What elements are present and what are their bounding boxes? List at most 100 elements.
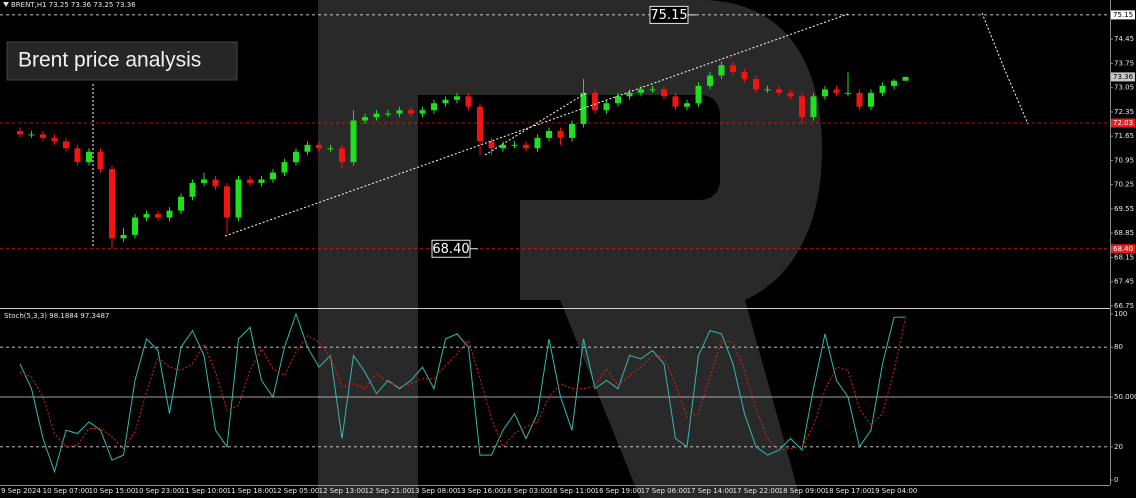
x-tick-label: 17 Sep 22:00 <box>733 487 780 495</box>
candle-body <box>385 113 391 115</box>
candle-body <box>74 148 81 163</box>
candle-body <box>373 113 380 118</box>
candle-body <box>465 96 472 107</box>
candle-body <box>339 148 345 163</box>
y-tick-label: 50.000 <box>1114 393 1136 401</box>
y-tick-label: 73.75 <box>1114 59 1134 67</box>
annotation-label: 68.40 <box>432 242 469 257</box>
candle-body <box>51 137 58 142</box>
candle-body <box>753 78 759 90</box>
chart-title: BRENT,H1 73.25 73.36 73.25 73.36 <box>11 1 136 9</box>
y-tick-label: 69.55 <box>1114 205 1134 213</box>
x-tick-label: 18 Sep 09:00 <box>779 487 826 495</box>
candle-body <box>799 96 805 118</box>
candle-body <box>615 96 621 104</box>
candle-body <box>327 148 334 150</box>
x-tick-label: 10 Sep 15:00 <box>89 487 136 495</box>
candle-body <box>155 214 161 218</box>
candle-body <box>511 144 518 146</box>
x-tick-label: 19 Sep 04:00 <box>871 487 918 495</box>
candle-body <box>833 89 840 93</box>
y-tick-label: 74.45 <box>1114 35 1134 43</box>
candle-body <box>350 120 357 163</box>
candle-body <box>649 89 656 91</box>
x-tick-label: 17 Sep 06:00 <box>641 487 688 495</box>
candle-body <box>454 96 460 100</box>
trend-lines <box>92 12 1029 246</box>
y-tick-label: 66.75 <box>1114 302 1134 310</box>
candle-body <box>787 92 794 97</box>
y-tick-label: 72.35 <box>1114 108 1134 116</box>
x-tick-label: 12 Sep 13:00 <box>319 487 366 495</box>
level-tag-label: 68.40 <box>1113 245 1133 253</box>
overlay: 75.15 72.03 68.40 73.36 75.15 68.40 <box>431 5 1135 258</box>
candle-body <box>17 130 23 135</box>
candle-body <box>224 186 230 218</box>
candle-body <box>201 179 207 183</box>
candle-body <box>534 137 541 149</box>
candle-body <box>63 141 69 149</box>
candle-body <box>442 99 449 104</box>
level-tag-label: 75.15 <box>1113 11 1133 19</box>
candle-body <box>362 117 368 121</box>
x-tick-label: 10 Sep 07:00 <box>43 487 90 495</box>
y-tick-label: 70.95 <box>1114 156 1134 164</box>
y-tick-label: 67.45 <box>1114 278 1134 286</box>
y-tick-label: 100 <box>1114 310 1127 318</box>
candle-body <box>396 110 403 114</box>
menu-icon[interactable] <box>3 2 9 7</box>
candle-body <box>557 130 564 138</box>
last-price-tag <box>1111 72 1135 82</box>
y-tick-label: 73.05 <box>1114 84 1134 92</box>
candle-body <box>477 106 483 142</box>
x-tick-label: 17 Sep 14:00 <box>687 487 734 495</box>
candle-body <box>431 103 437 111</box>
candle-body <box>109 169 115 239</box>
candle-body <box>120 234 127 239</box>
indicator-line <box>19 312 906 474</box>
candle-body <box>707 75 713 86</box>
x-tick-label: 12 Sep 05:00 <box>273 487 320 495</box>
trend-line <box>981 12 1005 69</box>
candle-body <box>408 110 414 114</box>
level-tag <box>1111 244 1135 254</box>
candle-body <box>569 124 575 138</box>
candle-body <box>776 89 782 93</box>
candle-body <box>258 179 265 183</box>
candle-body <box>304 144 311 152</box>
subtitle: Brent price analysis <box>18 49 201 72</box>
level-tag <box>1111 118 1135 128</box>
level-tag <box>1111 10 1135 20</box>
level-tag-label: 72.03 <box>1113 119 1133 127</box>
candle-body <box>810 96 817 118</box>
candle-body <box>235 179 242 218</box>
candle-body <box>672 96 679 107</box>
y-tick-label: 68.15 <box>1114 253 1134 261</box>
candle-body <box>684 103 690 107</box>
x-tick-label: 16 Sep 19:00 <box>595 487 642 495</box>
indicator-line <box>19 318 906 451</box>
y-tick-label: 20 <box>1114 443 1123 451</box>
candle-body <box>741 72 748 79</box>
indicator-title: Stoch(5,3,3) 98.1884 97.3487 <box>4 312 109 320</box>
candle-body <box>718 65 725 76</box>
candle-body <box>212 179 219 187</box>
candle-body <box>845 92 851 94</box>
x-tick-label: 18 Sep 17:00 <box>825 487 872 495</box>
candle-body <box>488 141 495 149</box>
candle-body <box>592 92 598 111</box>
candle-body <box>822 89 828 97</box>
candle-body <box>603 103 610 111</box>
candle-body <box>270 172 276 180</box>
candle-body <box>730 65 736 73</box>
candle-body <box>178 196 184 211</box>
x-tick-label: 9 Sep 2024 <box>1 487 41 495</box>
candle-body <box>419 110 426 114</box>
last-price-label: 73.36 <box>1113 73 1134 81</box>
candle-body <box>638 89 644 93</box>
x-tick-label: 11 Sep 18:00 <box>227 487 274 495</box>
candle-body <box>695 85 702 104</box>
candle-body <box>626 92 633 97</box>
